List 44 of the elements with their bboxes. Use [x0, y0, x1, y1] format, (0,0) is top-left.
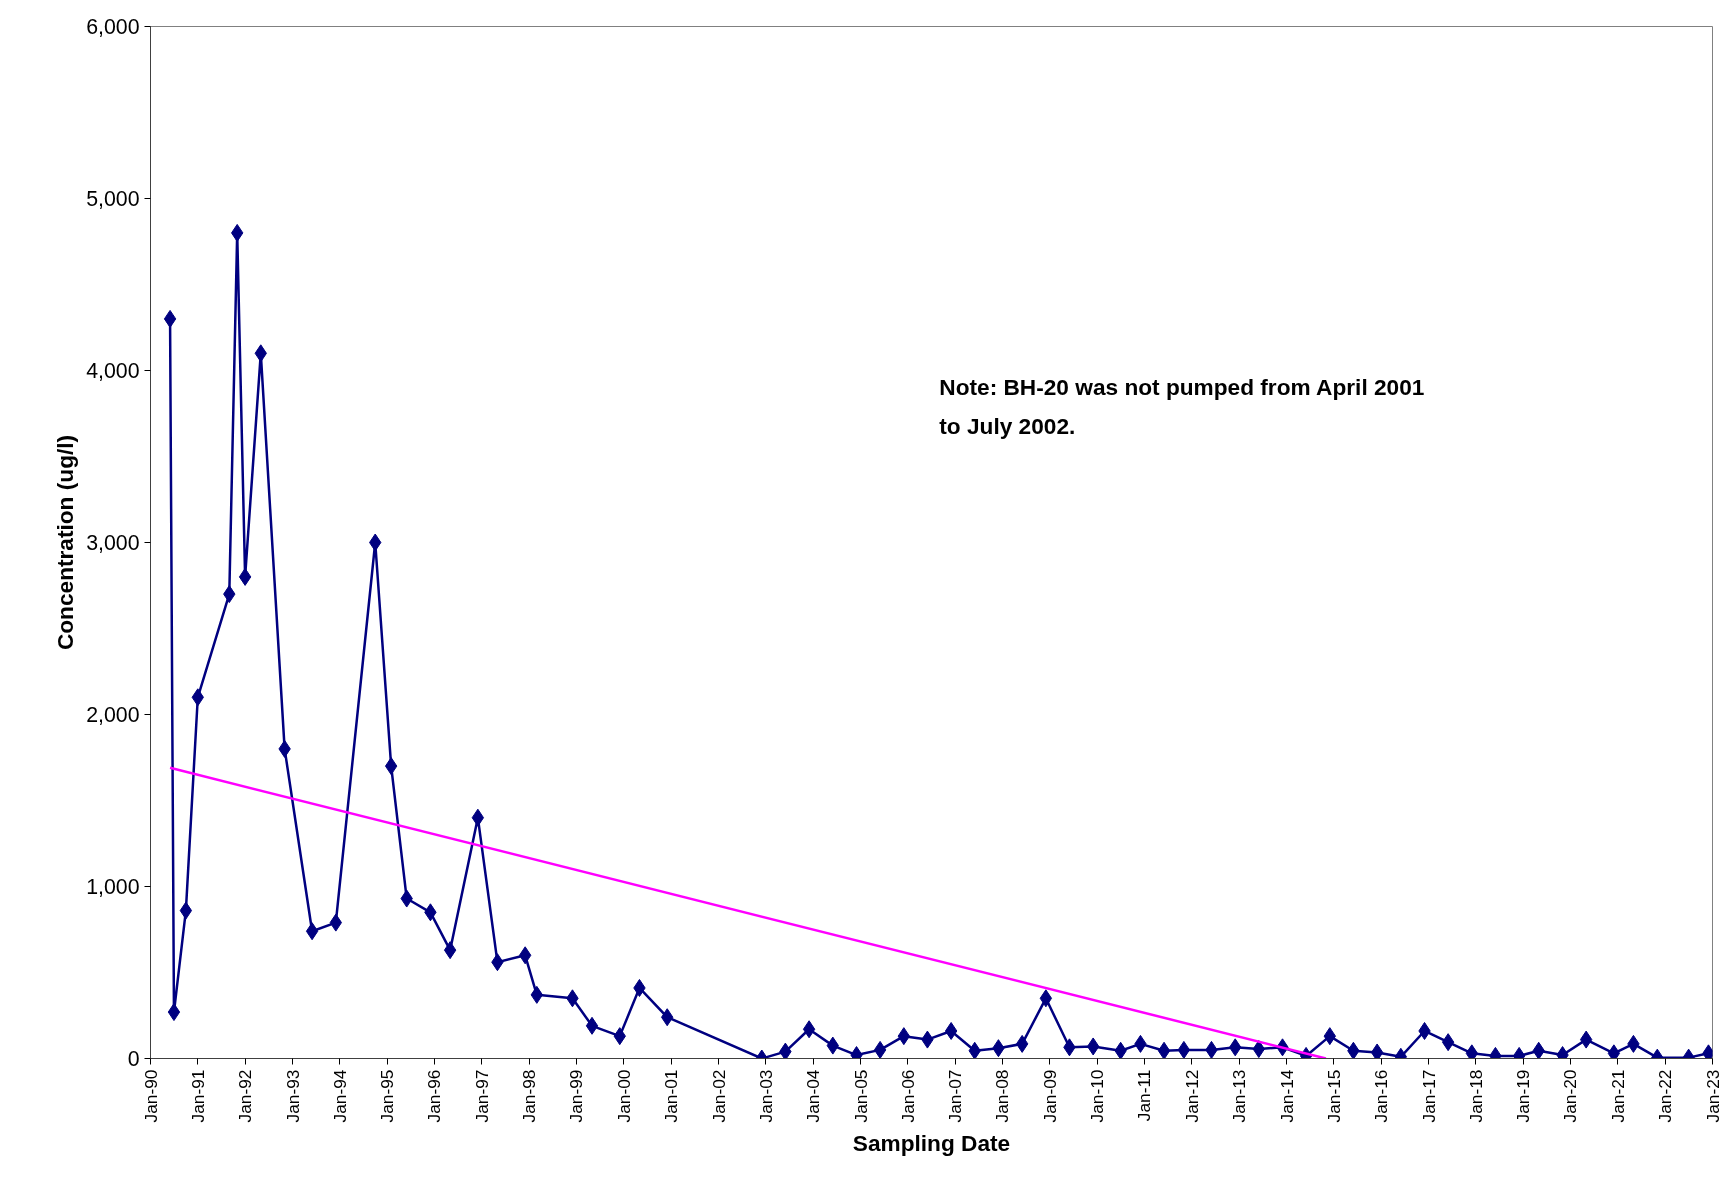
x-tick-label: Jan-05	[850, 1069, 871, 1123]
x-tick-label: Jan-07	[945, 1069, 966, 1123]
x-tick-label: Jan-01	[661, 1069, 682, 1123]
x-tick-label: Jan-12	[1181, 1069, 1202, 1123]
x-tick-label: Jan-94	[329, 1069, 350, 1123]
y-tick-label: 5,000	[86, 187, 140, 211]
x-tick-label: Jan-95	[377, 1069, 398, 1123]
x-tick-label: Jan-00	[613, 1069, 634, 1123]
x-tick-label: Jan-19	[1513, 1069, 1534, 1123]
y-tick-label: 2,000	[86, 703, 140, 727]
x-tick-label: Jan-06	[897, 1069, 918, 1123]
x-tick-label: Jan-97	[471, 1069, 492, 1123]
y-tick-label: 4,000	[86, 359, 140, 383]
y-axis-title: Concentration (ug/l)	[52, 434, 79, 651]
x-tick-label: Jan-03	[755, 1069, 776, 1123]
x-tick-label: Jan-16	[1371, 1069, 1392, 1123]
x-tick-label: Jan-20	[1560, 1069, 1581, 1123]
y-tick-label: 3,000	[86, 531, 140, 555]
x-tick-label: Jan-99	[566, 1069, 587, 1123]
x-tick-label: Jan-08	[992, 1069, 1013, 1123]
x-tick-label: Jan-15	[1323, 1069, 1344, 1123]
x-tick-label: Jan-13	[1229, 1069, 1250, 1123]
x-tick-label: Jan-09	[1039, 1069, 1060, 1123]
x-axis-title: Sampling Date	[852, 1130, 1011, 1157]
x-tick-label: Jan-04	[803, 1069, 824, 1123]
y-tick-label: 1,000	[86, 875, 140, 899]
x-tick-label: Jan-21	[1607, 1069, 1628, 1123]
x-tick-label: Jan-18	[1465, 1069, 1486, 1123]
x-tick-label: Jan-02	[708, 1069, 729, 1123]
x-tick-label: Jan-96	[424, 1069, 445, 1123]
x-tick-label: Jan-22	[1655, 1069, 1676, 1123]
x-tick-label: Jan-93	[282, 1069, 303, 1123]
x-tick-label: Jan-98	[519, 1069, 540, 1123]
y-tick-label: 6,000	[86, 15, 140, 39]
x-tick-label: Jan-92	[235, 1069, 256, 1123]
annotation: Note: BH-20 was not pumped from April 2001 to July 2002.	[939, 374, 1425, 440]
x-tick-label: Jan-14	[1276, 1069, 1297, 1123]
x-tick-label: Jan-10	[1087, 1069, 1108, 1123]
x-tick-label: Jan-23	[1702, 1069, 1723, 1123]
x-tick-label: Jan-90	[140, 1069, 161, 1123]
x-tick-label: Jan-17	[1418, 1069, 1439, 1123]
x-tick-label: Jan-91	[187, 1069, 208, 1123]
x-tick-label: Jan-11	[1134, 1069, 1155, 1122]
y-tick-label: 0	[127, 1047, 140, 1071]
